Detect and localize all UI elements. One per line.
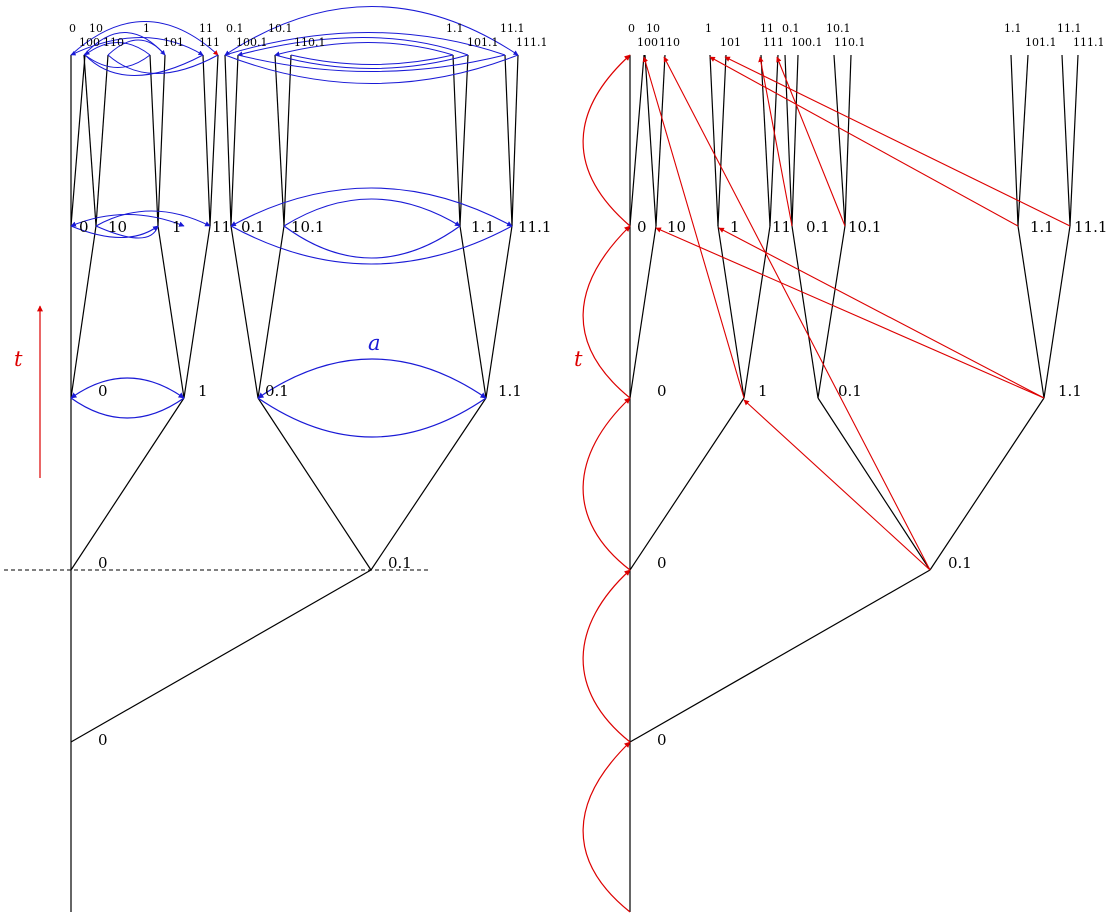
left-level3-label: 0.1 xyxy=(265,382,289,400)
right-top-label: 110 xyxy=(659,36,680,49)
left-top-label: 110.1 xyxy=(294,36,326,49)
left-level4-label: 11.1 xyxy=(518,218,551,236)
left-level4-label: 10 xyxy=(108,218,127,236)
right-top-labels-lower: 100 110 101 111 100.1 110.1 101.1 111.1 xyxy=(637,36,1105,49)
left-top-labels-lower: 100 110 101 111 100.1 110.1 101.1 111.1 xyxy=(79,36,548,49)
right-level2-label: 0 xyxy=(657,554,667,572)
right-top-label: 11 xyxy=(760,22,774,35)
left-level4-label: 11 xyxy=(212,218,231,236)
left-time-label: t xyxy=(14,347,23,371)
right-top-label: 10.1 xyxy=(826,22,851,35)
left-top-label: 10 xyxy=(89,22,103,35)
left-level3-labels: 0 1 0.1 1.1 xyxy=(98,382,522,400)
left-top-label: 1 xyxy=(143,22,150,35)
right-level4-label: 10.1 xyxy=(848,218,881,236)
left-top-label: 10.1 xyxy=(268,22,293,35)
left-top-labels-upper: 0 10 1 11 0.1 10.1 1.1 11.1 xyxy=(69,22,525,35)
right-time-label: t xyxy=(574,347,583,371)
right-level4-label: 1 xyxy=(730,218,740,236)
right-level4-label: 11.1 xyxy=(1074,218,1107,236)
left-top-label: 11.1 xyxy=(500,22,525,35)
right-level4-labels: 0 10 1 11 0.1 10.1 1.1 11.1 xyxy=(637,218,1107,236)
right-top-label: 11.1 xyxy=(1057,22,1082,35)
right-top-label: 0 xyxy=(628,22,635,35)
left-level2-label: 0.1 xyxy=(388,554,412,572)
right-top-label: 100 xyxy=(637,36,658,49)
left-level2-labels: 0 0.1 xyxy=(98,554,412,572)
left-top-label: 0 xyxy=(69,22,76,35)
left-top-label: 111.1 xyxy=(516,36,548,49)
left-top-label: 110 xyxy=(103,36,124,49)
right-level3-label: 1 xyxy=(758,382,768,400)
left-level4-labels: 0 10 1 11 0.1 10.1 1.1 11.1 xyxy=(79,218,551,236)
right-top-label: 101.1 xyxy=(1025,36,1057,49)
left-blue-arcs-top xyxy=(70,6,519,84)
left-level4-label: 0.1 xyxy=(241,218,265,236)
right-level4-label: 1.1 xyxy=(1030,218,1054,236)
left-top-label: 1.1 xyxy=(446,22,464,35)
right-top-label: 111 xyxy=(763,36,784,49)
right-level2-labels: 0 0.1 xyxy=(657,554,972,572)
right-top-label: 1 xyxy=(705,22,712,35)
right-red-time-curves xyxy=(582,54,631,913)
left-level3-label: 1 xyxy=(198,382,208,400)
right-top-label: 111.1 xyxy=(1073,36,1105,49)
right-level1-label: 0 xyxy=(657,731,667,749)
right-level4-label: 11 xyxy=(772,218,791,236)
left-top-label: 101 xyxy=(163,36,184,49)
right-top-label: 110.1 xyxy=(834,36,866,49)
left-blue-arcs-level4 xyxy=(70,187,513,265)
left-level4-label: 1 xyxy=(172,218,182,236)
right-level3-label: 0 xyxy=(657,382,667,400)
left-top-label: 100 xyxy=(79,36,100,49)
right-level4-label: 0 xyxy=(637,218,647,236)
right-top-label: 10 xyxy=(646,22,660,35)
left-top-label: 111 xyxy=(199,36,220,49)
right-level3-label: 1.1 xyxy=(1058,382,1082,400)
left-level4-label: 1.1 xyxy=(471,218,495,236)
right-level3-label: 0.1 xyxy=(838,382,862,400)
right-level3-labels: 0 1 0.1 1.1 xyxy=(657,382,1082,400)
right-top-labels-upper: 0 10 1 11 0.1 10.1 1.1 11.1 xyxy=(628,22,1082,35)
left-arc-label: a xyxy=(368,331,381,355)
left-top-label: 100.1 xyxy=(236,36,268,49)
right-red-arrows xyxy=(642,56,1071,571)
left-level3-label: 1.1 xyxy=(498,382,522,400)
right-level4-label: 10 xyxy=(667,218,686,236)
left-level4-label: 10.1 xyxy=(291,218,324,236)
right-level4-label: 0.1 xyxy=(806,218,830,236)
left-level3-label: 0 xyxy=(98,382,108,400)
left-blue-arcs-level3 xyxy=(70,358,487,438)
right-level2-label: 0.1 xyxy=(948,554,972,572)
right-top-label: 1.1 xyxy=(1004,22,1022,35)
right-top-label: 101 xyxy=(720,36,741,49)
left-top-label: 101.1 xyxy=(467,36,499,49)
left-level2-label: 0 xyxy=(98,554,108,572)
right-top-label: 0.1 xyxy=(782,22,800,35)
right-panel: t 0 0 0.1 0 1 0.1 1.1 0 10 1 11 xyxy=(574,22,1107,913)
right-tree xyxy=(629,54,1079,912)
left-tree xyxy=(70,54,519,912)
right-top-label: 100.1 xyxy=(791,36,823,49)
left-top-label: 11 xyxy=(199,22,213,35)
left-top-label: 0.1 xyxy=(226,22,244,35)
left-panel: t a xyxy=(4,6,551,912)
left-level1-label: 0 xyxy=(98,731,108,749)
left-level4-label: 0 xyxy=(79,218,89,236)
